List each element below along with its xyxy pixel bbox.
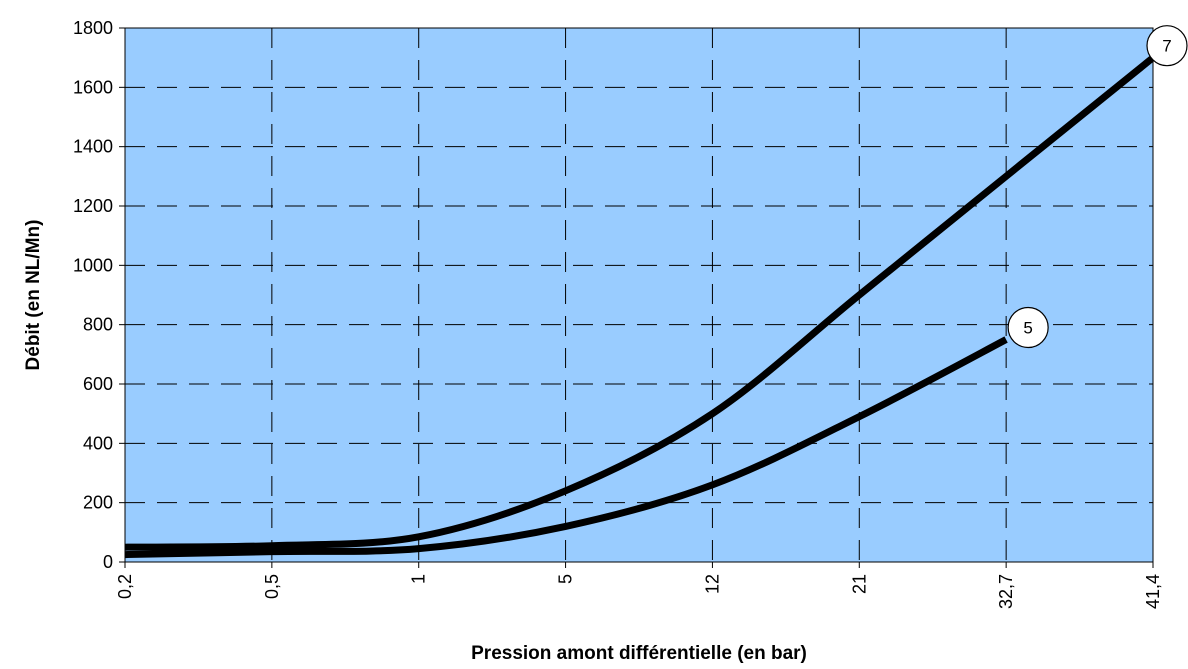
x-axis-tick-labels: 0,2 0,5 1 5 12 21 32,7 41,4 (115, 574, 1163, 609)
x-tick-label: 21 (849, 574, 869, 594)
x-tick-label: 41,4 (1143, 574, 1163, 609)
x-tick-label: 12 (702, 574, 722, 594)
y-tick-label: 200 (83, 493, 113, 513)
y-tick-label: 800 (83, 315, 113, 335)
x-tick-label: 0,5 (262, 574, 282, 599)
y-tick-label: 1800 (73, 18, 113, 38)
x-tick-label: 0,2 (115, 574, 135, 599)
x-axis-title: Pression amont différentielle (en bar) (471, 643, 807, 664)
y-axis-title: Débit (en NL/Mn) (23, 220, 44, 371)
series-label-circle (1146, 25, 1188, 67)
series-label-text: 7 (1162, 37, 1171, 56)
plot-area (124, 27, 1154, 563)
y-tick-label: 0 (103, 552, 113, 572)
series-line-5 (124, 336, 1008, 559)
y-axis-tick-labels: 0 200 400 600 800 1000 1200 1400 1600 1800 (73, 18, 113, 572)
series-label-text: 5 (1023, 319, 1032, 338)
y-tick-label: 400 (83, 433, 113, 453)
axis-ticks (119, 27, 1154, 568)
y-tick-label: 1000 (73, 255, 113, 275)
series-label-circle (1007, 306, 1049, 349)
y-tick-label: 1200 (73, 196, 113, 216)
y-tick-label: 1600 (73, 77, 113, 97)
series-line-7 (124, 54, 1156, 551)
y-tick-label: 600 (83, 374, 113, 394)
series-lines (124, 54, 1156, 559)
x-tick-label: 1 (409, 574, 429, 584)
x-tick-label: 32,7 (996, 574, 1016, 609)
x-tick-label: 5 (556, 574, 576, 584)
y-tick-label: 1400 (73, 137, 113, 157)
series-labels: 75 (1007, 25, 1188, 349)
grid-lines (125, 28, 1153, 562)
